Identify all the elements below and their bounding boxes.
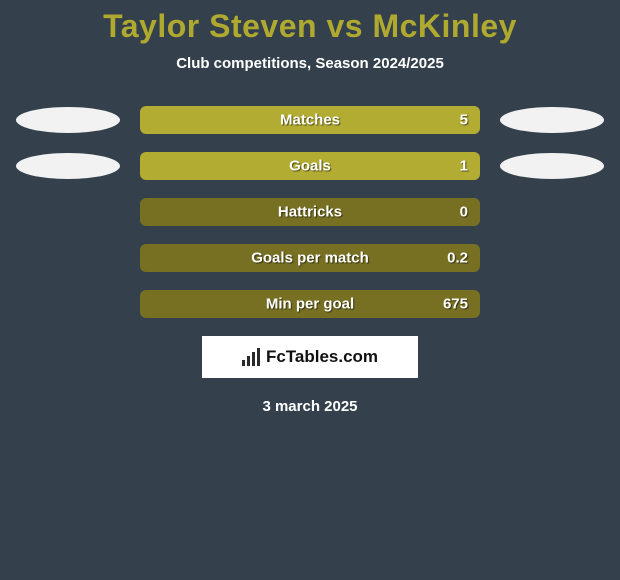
stat-label: Min per goal	[266, 296, 354, 313]
stat-bar: Hattricks 0	[140, 198, 480, 226]
player-left-oval	[16, 107, 120, 133]
player-right-oval	[500, 245, 604, 271]
stat-label: Matches	[280, 112, 340, 129]
stat-value: 1	[460, 158, 468, 175]
stat-value: 675	[443, 296, 468, 313]
comparison-card: Taylor Steven vs McKinley Club competiti…	[0, 0, 620, 580]
stat-value: 0	[460, 204, 468, 221]
stat-label: Hattricks	[278, 204, 342, 221]
stat-row: Hattricks 0	[0, 198, 620, 226]
player-right-oval	[500, 199, 604, 225]
stat-bar: Matches 5	[140, 106, 480, 134]
page-title: Taylor Steven vs McKinley	[0, 0, 620, 45]
stat-bar: Goals per match 0.2	[140, 244, 480, 272]
player-left-oval	[16, 291, 120, 317]
footer-date: 3 march 2025	[0, 398, 620, 415]
player-left-oval	[16, 153, 120, 179]
stat-bar: Goals 1	[140, 152, 480, 180]
bar-chart-icon	[242, 348, 260, 366]
stat-row: Matches 5	[0, 106, 620, 134]
stat-row: Goals per match 0.2	[0, 244, 620, 272]
page-subtitle: Club competitions, Season 2024/2025	[0, 55, 620, 72]
player-right-oval	[500, 153, 604, 179]
player-left-oval	[16, 245, 120, 271]
player-right-oval	[500, 291, 604, 317]
stat-row: Goals 1	[0, 152, 620, 180]
stats-container: Matches 5 Goals 1 Hattricks 0 Goals per match 0…	[0, 106, 620, 318]
player-left-oval	[16, 199, 120, 225]
brand-box[interactable]: FcTables.com	[202, 336, 418, 378]
brand-text: FcTables.com	[266, 347, 378, 367]
stat-label: Goals per match	[251, 250, 369, 267]
stat-value: 5	[460, 112, 468, 129]
stat-value: 0.2	[447, 250, 468, 267]
stat-row: Min per goal 675	[0, 290, 620, 318]
stat-bar: Min per goal 675	[140, 290, 480, 318]
player-right-oval	[500, 107, 604, 133]
stat-label: Goals	[289, 158, 331, 175]
